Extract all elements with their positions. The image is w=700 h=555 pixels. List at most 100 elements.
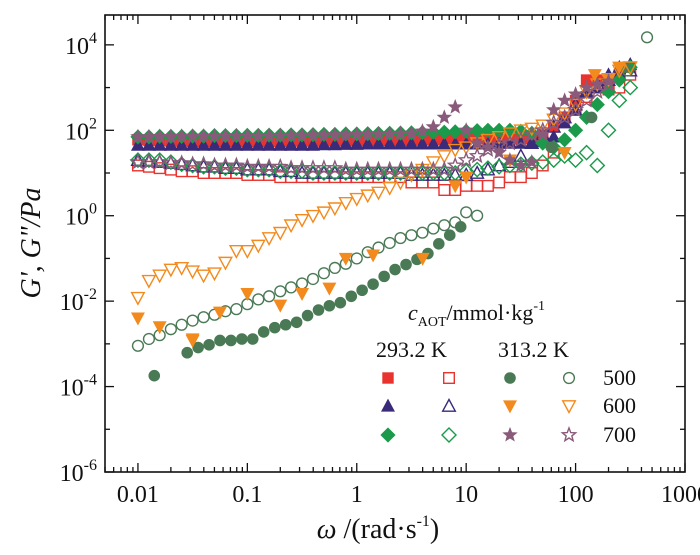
legend-marker-s5 (380, 427, 396, 443)
y-tick-base: 10 (65, 119, 89, 145)
data-point (382, 136, 397, 150)
data-point (491, 144, 507, 160)
data-point (261, 232, 277, 247)
data-point (447, 98, 463, 114)
data-point (567, 152, 584, 169)
y-tick-base: 10 (60, 376, 84, 402)
data-point (163, 263, 179, 278)
data-point (393, 176, 408, 191)
data-point (306, 137, 320, 151)
data-point (174, 137, 189, 151)
data-point (349, 192, 365, 207)
data-point (214, 334, 226, 347)
x-axis-text: /(rad·s (337, 514, 417, 545)
data-point (225, 334, 237, 347)
data-point (284, 281, 298, 294)
data-point (502, 127, 518, 142)
data-point (257, 326, 270, 338)
data-point (338, 136, 353, 150)
data-point (356, 284, 368, 297)
data-point (218, 137, 233, 151)
y-tick-label: 10-6 (60, 457, 97, 487)
data-point (175, 318, 188, 331)
data-point (404, 136, 419, 150)
data-point (471, 209, 484, 222)
data-point (283, 163, 300, 180)
data-point (227, 156, 245, 173)
data-point (148, 369, 161, 382)
data-point (212, 306, 227, 320)
data-point (525, 166, 538, 179)
data-point (268, 321, 281, 334)
data-point (449, 216, 462, 229)
data-point (152, 321, 167, 335)
data-point (367, 278, 379, 290)
data-point (457, 151, 475, 168)
data-point (437, 136, 452, 150)
data-point (447, 143, 463, 158)
y-tick-exp: -4 (84, 372, 97, 389)
x-tick-label: 1000 (661, 482, 700, 508)
data-point (207, 137, 222, 151)
data-point (556, 92, 573, 107)
data-point (405, 229, 418, 242)
data-point (534, 121, 552, 138)
data-point (460, 206, 473, 219)
data-point (350, 252, 363, 265)
data-point (140, 152, 157, 169)
data-point (163, 137, 178, 151)
data-point (524, 135, 540, 150)
series-s8 (131, 31, 654, 352)
data-point (151, 153, 169, 170)
data-point (185, 265, 201, 280)
data-point (323, 299, 336, 312)
legend-marker-s4 (441, 398, 457, 412)
data-point (578, 79, 595, 95)
data-point (294, 213, 310, 228)
data-point (514, 171, 527, 184)
data-point (326, 159, 344, 176)
data-point (491, 131, 507, 145)
data-point (425, 156, 441, 171)
y-axis-title: G', G"/Pa (16, 187, 47, 298)
data-point (316, 206, 332, 221)
data-point (611, 92, 628, 109)
data-point (585, 111, 598, 124)
data-point (195, 155, 213, 172)
y-tick-exp: 2 (89, 115, 97, 132)
data-point (438, 183, 451, 196)
data-point (273, 299, 288, 313)
data-point (438, 219, 451, 232)
y-tick-exp: -2 (84, 286, 97, 303)
data-point (545, 101, 562, 117)
x-axis-close: ) (430, 514, 439, 545)
data-point (443, 229, 456, 241)
x-tick-label: 100 (558, 482, 594, 508)
data-point (141, 274, 157, 289)
data-point (481, 179, 494, 192)
legend-marker-s8 (562, 371, 576, 385)
legend-marker-s9 (503, 400, 517, 414)
data-point (393, 136, 408, 150)
data-point (236, 333, 248, 345)
y-tick-exp: 4 (89, 30, 97, 47)
data-point (381, 165, 398, 181)
data-point (185, 333, 200, 347)
data-point (524, 122, 540, 137)
data-point (416, 176, 429, 189)
data-point (252, 293, 265, 306)
legend-title: cAOT/mmol·kg-1 (408, 299, 545, 330)
data-point (557, 147, 572, 160)
data-point (250, 161, 267, 178)
x-axis-title: ω /(rad·s-1) (317, 513, 440, 545)
data-point (600, 73, 617, 88)
data-point (471, 179, 484, 192)
legend-col-293: 293.2 K (376, 337, 447, 362)
data-point (567, 86, 584, 101)
legend-marker-s10 (561, 400, 577, 414)
data-point (459, 171, 474, 185)
data-point (416, 226, 429, 239)
data-point (181, 346, 193, 359)
y-tick-label: 100 (65, 201, 97, 231)
y-tick-label: 104 (65, 30, 97, 60)
